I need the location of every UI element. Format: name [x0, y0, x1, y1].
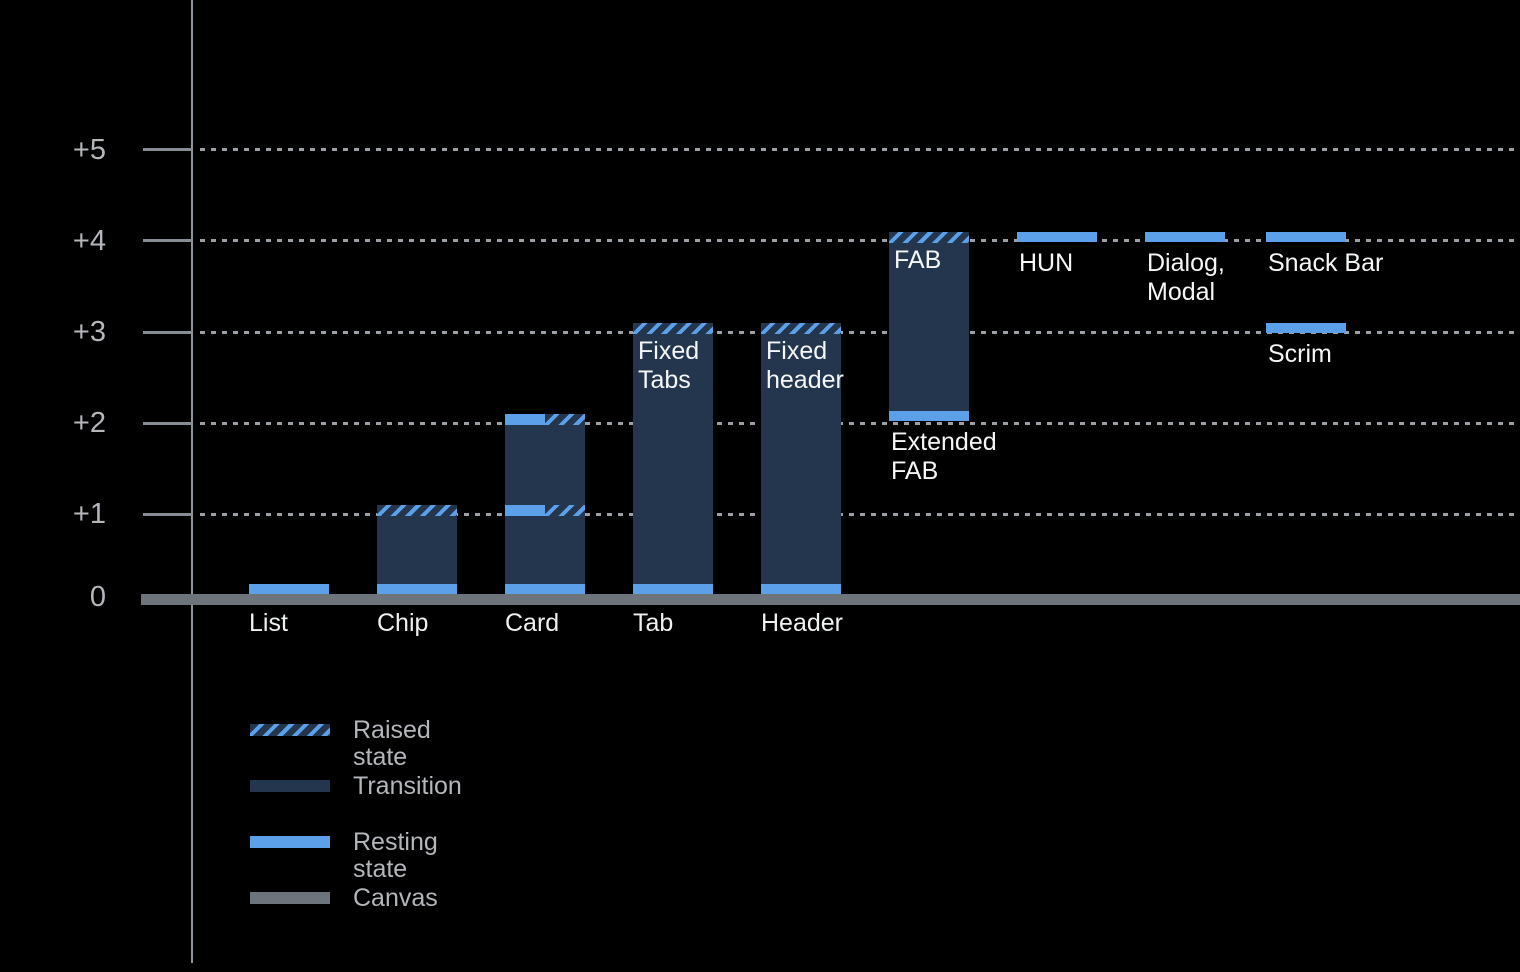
- bar-segment-resting: [761, 584, 841, 594]
- bar-card: [505, 414, 585, 594]
- y-tick-label: +1: [72, 498, 106, 531]
- y-axis-line: [191, 0, 193, 963]
- gridline-+4: [200, 239, 1520, 243]
- category-label: Header: [761, 609, 843, 637]
- legend-swatch-raised-icon: [250, 724, 330, 736]
- y-axis-tick: [143, 421, 192, 425]
- y-tick-label: +5: [72, 133, 106, 166]
- bar-segment-resting: [377, 584, 457, 594]
- bar-segment-resting: [505, 414, 545, 426]
- bar-segment-raised: [545, 414, 585, 426]
- bar-segment-raised: [633, 323, 713, 334]
- bar-chip: [377, 505, 457, 594]
- bar-segment-split: [505, 505, 585, 517]
- y-axis-tick: [143, 148, 192, 152]
- bar-inside-label: FAB: [894, 245, 942, 274]
- y-tick-label: +2: [72, 407, 106, 440]
- y-tick-label: +3: [72, 316, 106, 348]
- bar-segment-split: [505, 414, 585, 426]
- legend-swatch-resting-icon: [250, 836, 330, 848]
- gridline-+5: [200, 148, 1520, 152]
- bar-below-label: Snack Bar: [1268, 248, 1384, 277]
- category-label: Chip: [377, 609, 429, 637]
- bar-segment-resting: [505, 505, 545, 517]
- legend-label: Transition: [353, 772, 462, 800]
- legend-label: Resting state: [353, 828, 438, 883]
- float-bar-dialog-: [1145, 231, 1225, 242]
- legend-label: Raised state: [353, 716, 431, 771]
- bar-fab: [889, 231, 969, 422]
- gridline-+3: [200, 330, 1520, 334]
- y-tick-label: +4: [72, 224, 106, 257]
- bar-inside-label: Fixed Tabs: [638, 337, 700, 394]
- category-label: Tab: [633, 609, 674, 637]
- y-axis-tick: [143, 512, 192, 516]
- float-bar-hun: [1017, 231, 1097, 242]
- legend-swatch-transition-icon: [250, 780, 330, 792]
- float-bar-scrim: [1266, 323, 1346, 333]
- category-label: Card: [505, 609, 560, 637]
- y-axis-tick: [143, 239, 192, 243]
- bar-segment-resting: [633, 584, 713, 594]
- bar-list: [249, 584, 329, 594]
- bar-segment-raised: [545, 505, 585, 517]
- gridline-+1: [200, 512, 1520, 516]
- legend-swatch-canvas-icon: [250, 892, 330, 904]
- legend-label: Canvas: [353, 884, 438, 912]
- bar-segment-raised: [377, 505, 457, 517]
- bar-below-label: HUN: [1019, 248, 1074, 277]
- bar-below-label: Extended FAB: [891, 428, 997, 486]
- category-label: List: [249, 609, 288, 637]
- gridline-+2: [200, 421, 1520, 425]
- bar-below-label: Dialog, Modal: [1147, 248, 1225, 306]
- bar-segment-resting: [505, 584, 585, 594]
- y-axis-tick: [143, 330, 192, 334]
- bar-below-label: Scrim: [1268, 340, 1332, 368]
- float-bar-snack-bar: [1266, 231, 1346, 242]
- bar-segment-resting: [889, 411, 969, 422]
- canvas-baseline: [141, 594, 1520, 605]
- bar-header: [761, 323, 841, 594]
- y-tick-label: 0: [89, 581, 106, 613]
- bar-inside-label: Fixed header: [766, 337, 844, 394]
- bar-tab: [633, 323, 713, 594]
- bar-segment-raised: [889, 231, 969, 243]
- bar-segment-raised: [761, 323, 841, 334]
